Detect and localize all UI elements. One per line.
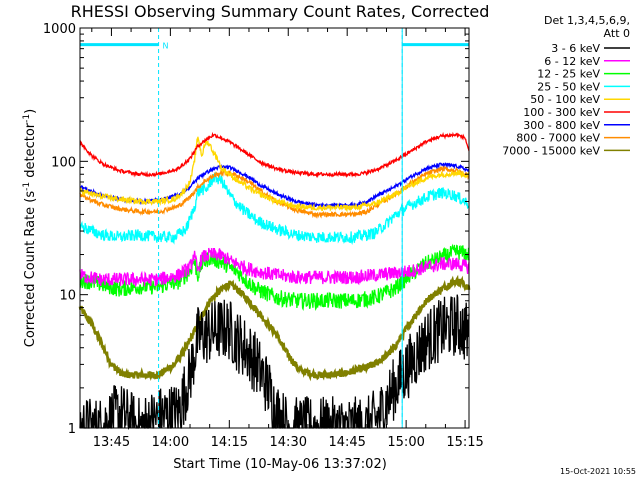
y-tick-label: 1 <box>68 422 76 437</box>
series-line <box>78 274 471 382</box>
legend-label: 6 - 12 keV <box>544 55 600 68</box>
x-tick-label: 15:15 <box>446 435 483 450</box>
legend-label: 25 - 50 keV <box>537 80 600 93</box>
legend-header-detectors: Det 1,3,4,5,6,9, <box>544 14 630 27</box>
plot-data-layer <box>78 131 471 430</box>
axis-ticks: 13:45 14:00 14:15 14:30 14:45 15:00 15:15 1 10 10… <box>43 22 484 450</box>
series-line <box>79 136 470 213</box>
footer-date: 15-Oct-2021 10:55 <box>560 467 636 476</box>
night-flag-label: N <box>163 42 169 51</box>
x-tick-label: 13:45 <box>93 435 130 450</box>
plot-frame <box>79 27 470 429</box>
y-axis-label-suffix: ) <box>23 109 38 114</box>
x-tick-label: 14:00 <box>152 435 189 450</box>
y-tick-label: 10 <box>59 289 76 304</box>
x-tick-label: 14:15 <box>211 435 248 450</box>
y-axis-label-exp-2: -1 <box>22 114 32 123</box>
y-axis-label: Corrected Count Rate (s-1 detector-1) <box>22 109 38 347</box>
y-axis-label-mid: detector <box>23 122 38 182</box>
legend-label: 7000 - 15000 keV <box>502 144 600 157</box>
series-line <box>79 172 470 245</box>
y-axis-label-prefix: Corrected Count Rate (s <box>23 191 38 348</box>
x-tick-label: 14:30 <box>270 435 307 450</box>
y-tick-label: 1000 <box>43 22 76 37</box>
chart-title: RHESSI Observing Summary Count Rates, Co… <box>71 2 490 21</box>
series-line <box>79 247 470 288</box>
y-axis-label-exp-1: -1 <box>22 182 32 191</box>
legend-label: 12 - 25 keV <box>537 68 600 81</box>
x-tick-label: 14:45 <box>328 435 365 450</box>
x-axis-label: Start Time (10-May-06 13:37:02) <box>173 457 387 472</box>
legend-label: 3 - 6 keV <box>551 42 600 55</box>
legend-label: 300 - 800 keV <box>523 119 600 132</box>
series-line <box>79 294 470 430</box>
legend-header-attenuator: Att 0 <box>604 27 630 40</box>
x-tick-label: 15:00 <box>387 435 424 450</box>
series-line <box>79 162 470 209</box>
series-line <box>79 131 470 179</box>
legend-label: 100 - 300 keV <box>523 106 600 119</box>
series-line <box>79 243 470 311</box>
y-tick-label: 100 <box>51 155 76 170</box>
legend-label: 50 - 100 keV <box>530 93 600 106</box>
legend-header: Det 1,3,4,5,6,9, Att 0 <box>544 14 630 40</box>
legend-label: 800 - 7000 keV <box>516 132 600 145</box>
